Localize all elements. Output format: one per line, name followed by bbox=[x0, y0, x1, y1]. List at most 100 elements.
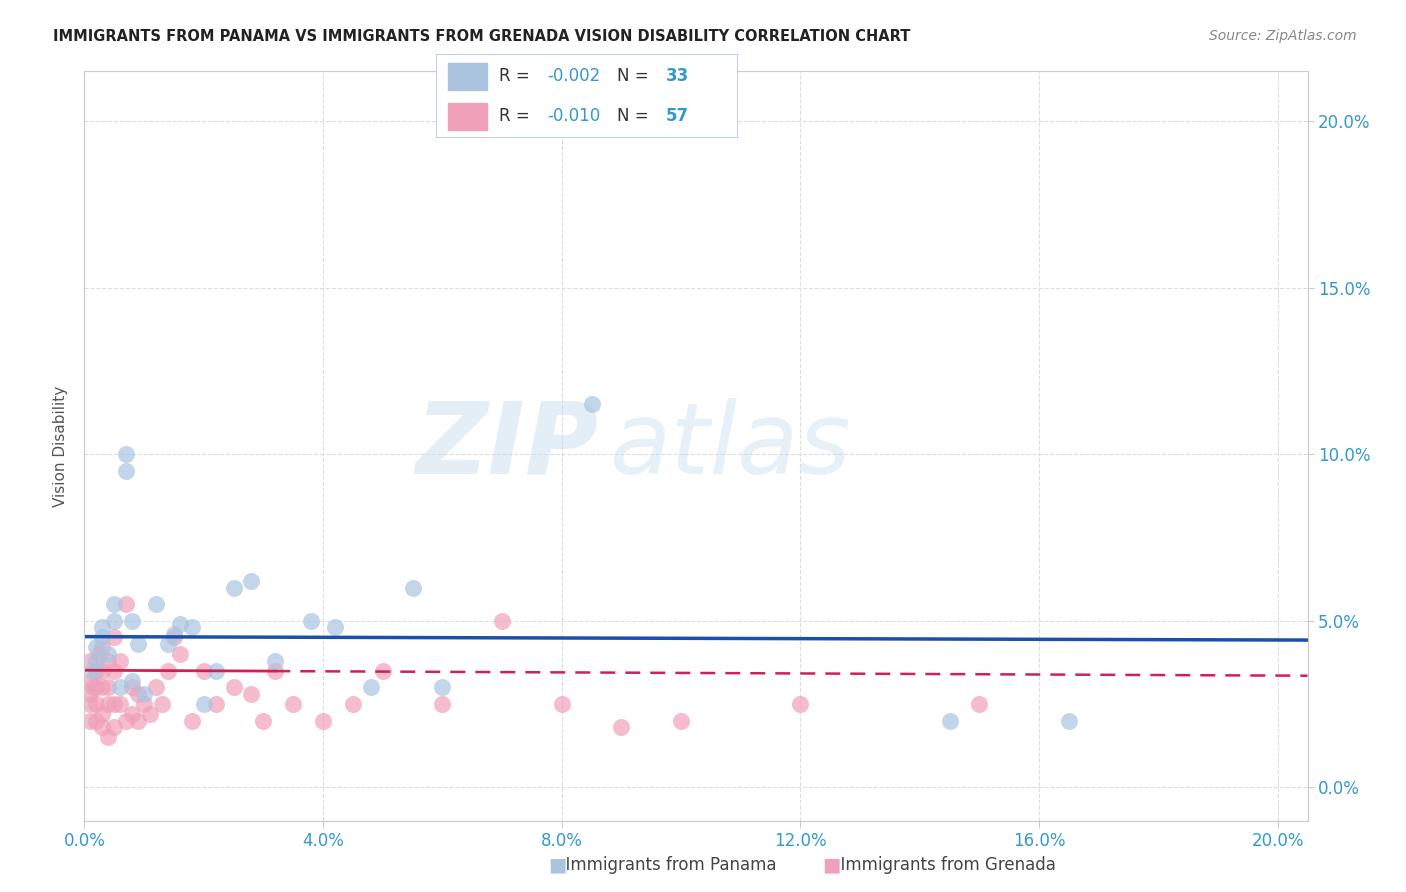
Point bbox=[127, 714, 149, 728]
Point bbox=[84, 697, 107, 711]
Point bbox=[79, 654, 101, 668]
Point bbox=[432, 681, 454, 695]
Point bbox=[127, 687, 149, 701]
Point bbox=[121, 673, 143, 688]
Point bbox=[103, 597, 125, 611]
Point bbox=[84, 681, 107, 695]
Point bbox=[360, 681, 382, 695]
Point bbox=[283, 697, 305, 711]
Point bbox=[91, 640, 114, 655]
Point bbox=[91, 681, 114, 695]
Point bbox=[79, 714, 101, 728]
Point bbox=[669, 714, 692, 728]
Point bbox=[169, 617, 191, 632]
Point bbox=[79, 687, 101, 701]
Text: ■: ■ bbox=[548, 855, 567, 875]
Point bbox=[127, 637, 149, 651]
Point bbox=[82, 664, 104, 678]
Text: R =: R = bbox=[499, 107, 536, 125]
Point bbox=[108, 654, 131, 668]
Point bbox=[91, 720, 114, 734]
Point bbox=[82, 681, 104, 695]
Point bbox=[132, 697, 155, 711]
Point bbox=[371, 664, 394, 678]
Point bbox=[163, 631, 186, 645]
Point bbox=[610, 720, 633, 734]
Point bbox=[145, 681, 167, 695]
Point bbox=[84, 714, 107, 728]
Point bbox=[97, 654, 120, 668]
Point bbox=[150, 697, 173, 711]
Point bbox=[103, 664, 125, 678]
Point bbox=[115, 597, 138, 611]
Point bbox=[222, 681, 245, 695]
Point bbox=[240, 574, 263, 588]
Point bbox=[169, 647, 191, 661]
Point bbox=[969, 697, 991, 711]
Point bbox=[97, 731, 120, 745]
Bar bbox=[449, 103, 488, 130]
Text: 57: 57 bbox=[665, 107, 689, 125]
Text: N =: N = bbox=[617, 68, 654, 86]
Point bbox=[108, 697, 131, 711]
Point bbox=[115, 714, 138, 728]
Point bbox=[156, 637, 179, 651]
Point bbox=[312, 714, 335, 728]
Point bbox=[193, 664, 215, 678]
Point bbox=[103, 720, 125, 734]
Text: -0.002: -0.002 bbox=[548, 68, 600, 86]
Point bbox=[491, 614, 513, 628]
Text: IMMIGRANTS FROM PANAMA VS IMMIGRANTS FROM GRENADA VISION DISABILITY CORRELATION : IMMIGRANTS FROM PANAMA VS IMMIGRANTS FRO… bbox=[53, 29, 911, 44]
Point bbox=[91, 707, 114, 722]
Point bbox=[115, 447, 138, 461]
Point bbox=[1057, 714, 1080, 728]
Text: 33: 33 bbox=[665, 68, 689, 86]
Point bbox=[79, 673, 101, 688]
Point bbox=[432, 697, 454, 711]
Point bbox=[115, 464, 138, 478]
Point bbox=[145, 597, 167, 611]
Text: atlas: atlas bbox=[610, 398, 852, 494]
Y-axis label: Vision Disability: Vision Disability bbox=[53, 385, 69, 507]
Bar bbox=[449, 62, 488, 90]
Point bbox=[97, 697, 120, 711]
Point bbox=[121, 707, 143, 722]
Point bbox=[401, 581, 423, 595]
Point bbox=[342, 697, 364, 711]
Point bbox=[180, 620, 202, 634]
Point bbox=[323, 620, 346, 634]
Point bbox=[97, 647, 120, 661]
Point bbox=[91, 631, 114, 645]
Point bbox=[121, 614, 143, 628]
Text: ZIP: ZIP bbox=[415, 398, 598, 494]
Point bbox=[180, 714, 202, 728]
Point bbox=[581, 397, 603, 411]
Point bbox=[91, 620, 114, 634]
Point bbox=[193, 697, 215, 711]
Point bbox=[84, 640, 107, 655]
Point bbox=[156, 664, 179, 678]
Text: ■: ■ bbox=[823, 855, 841, 875]
Point bbox=[204, 664, 226, 678]
Point bbox=[103, 631, 125, 645]
Point bbox=[89, 647, 111, 661]
Point bbox=[240, 687, 263, 701]
Point bbox=[163, 627, 186, 641]
Point bbox=[551, 697, 574, 711]
Point bbox=[222, 581, 245, 595]
Point bbox=[108, 681, 131, 695]
Point bbox=[132, 687, 155, 701]
Text: N =: N = bbox=[617, 107, 654, 125]
Point bbox=[97, 681, 120, 695]
Point bbox=[252, 714, 274, 728]
Text: Immigrants from Panama: Immigrants from Panama bbox=[555, 856, 778, 874]
Point bbox=[103, 614, 125, 628]
Point bbox=[103, 697, 125, 711]
Text: Immigrants from Grenada: Immigrants from Grenada bbox=[830, 856, 1056, 874]
Text: R =: R = bbox=[499, 68, 536, 86]
Point bbox=[299, 614, 322, 628]
Point bbox=[264, 654, 287, 668]
Point bbox=[91, 664, 114, 678]
Point bbox=[938, 714, 960, 728]
Text: -0.010: -0.010 bbox=[548, 107, 600, 125]
